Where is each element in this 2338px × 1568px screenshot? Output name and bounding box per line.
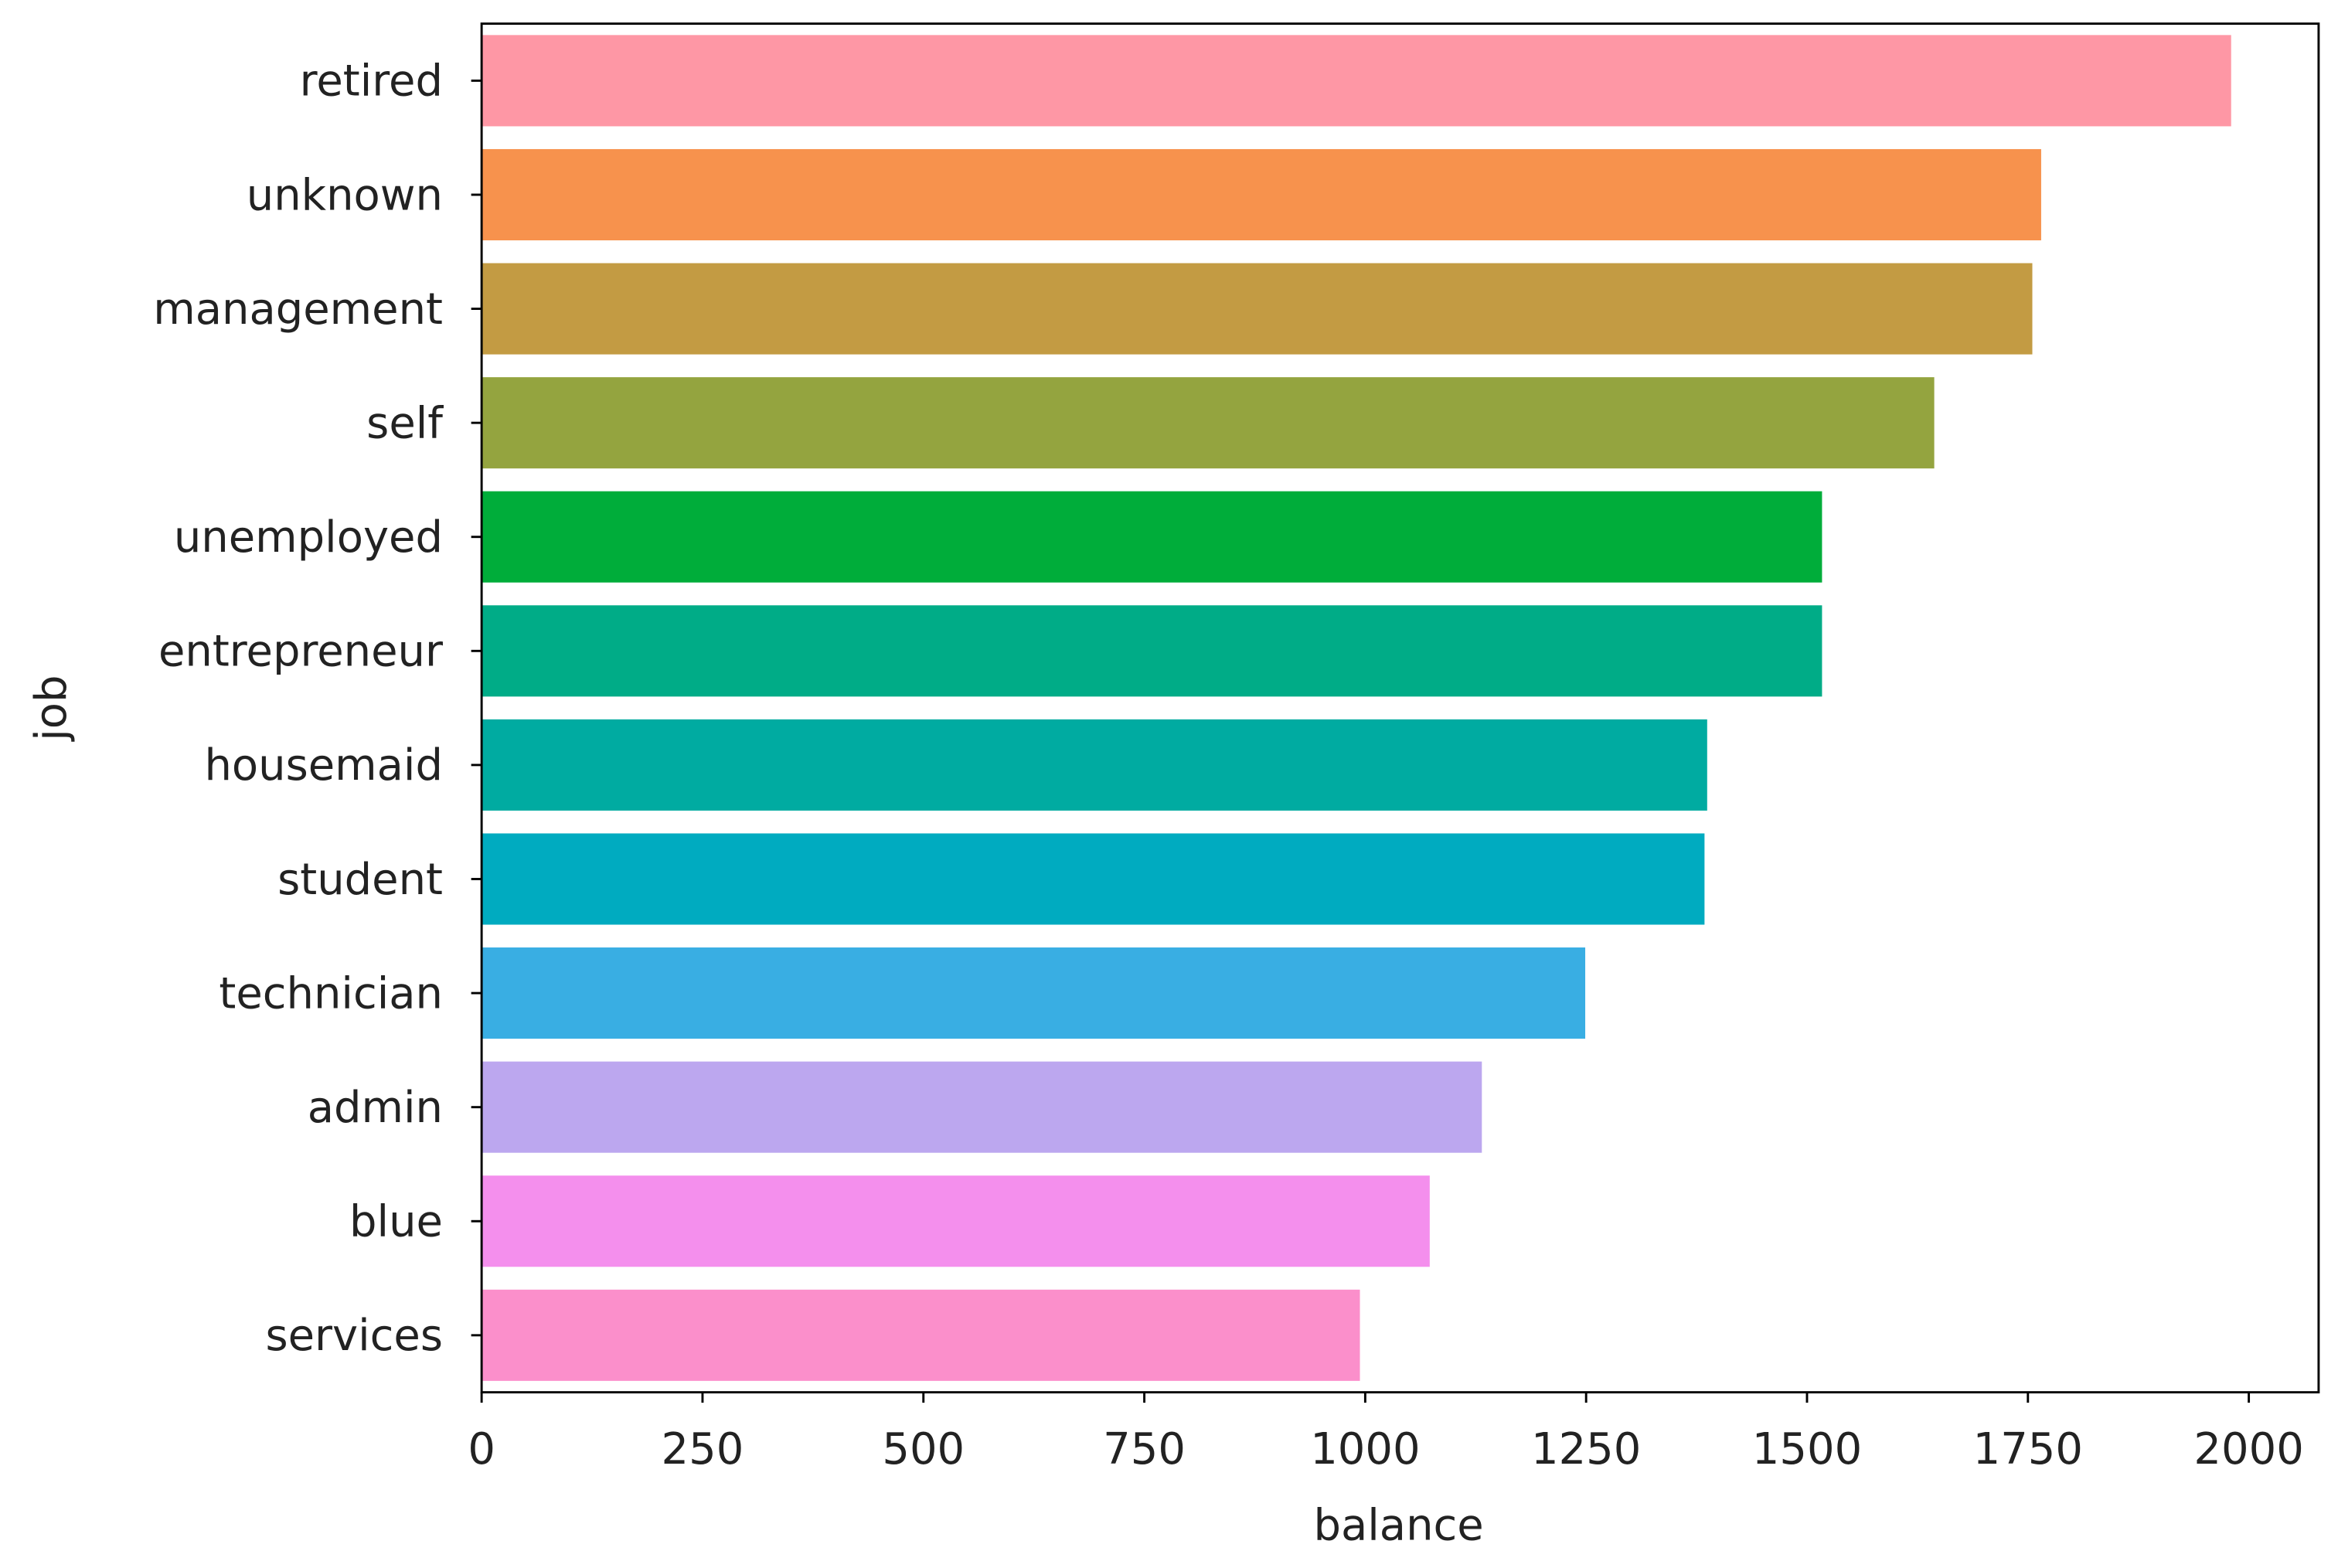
y-tick-label: technician xyxy=(219,968,443,1019)
x-tick-label: 1750 xyxy=(1973,1424,2083,1474)
bar xyxy=(482,605,1822,697)
y-tick-label: services xyxy=(265,1311,443,1361)
plot-frame xyxy=(480,22,2320,1394)
bar xyxy=(482,947,1586,1039)
x-tick-label: 0 xyxy=(468,1424,495,1474)
y-tick-label: retired xyxy=(300,56,443,107)
bar xyxy=(482,377,1935,469)
bar xyxy=(482,719,1707,811)
bar xyxy=(482,1289,1360,1381)
x-axis-label: balance xyxy=(1313,1501,1483,1551)
y-tick-label: admin xyxy=(308,1083,443,1133)
x-tick-label: 1250 xyxy=(1531,1424,1641,1474)
y-tick-label: entrepreneur xyxy=(158,627,443,677)
x-tick-label: 500 xyxy=(882,1424,965,1474)
bar xyxy=(482,491,1822,583)
bar xyxy=(482,263,2033,355)
x-tick-label: 750 xyxy=(1103,1424,1186,1474)
bar xyxy=(482,148,2041,241)
y-tick-label: management xyxy=(153,284,443,335)
x-tick-label: 250 xyxy=(662,1424,744,1474)
y-tick-label: student xyxy=(277,855,443,905)
y-tick-label: blue xyxy=(349,1197,443,1247)
bar xyxy=(482,1061,1482,1153)
y-tick-label: self xyxy=(366,398,444,448)
bar xyxy=(482,1175,1430,1267)
y-tick-label: housemaid xyxy=(204,740,443,791)
x-tick-label: 1000 xyxy=(1310,1424,1420,1474)
y-tick-label: unemployed xyxy=(174,512,443,563)
x-tick-label: 1500 xyxy=(1752,1424,1862,1474)
bar xyxy=(482,833,1705,925)
y-axis-label: job xyxy=(26,675,77,742)
x-tick-label: 2000 xyxy=(2193,1424,2303,1474)
bar xyxy=(482,35,2231,127)
y-tick-label: unknown xyxy=(247,170,443,220)
